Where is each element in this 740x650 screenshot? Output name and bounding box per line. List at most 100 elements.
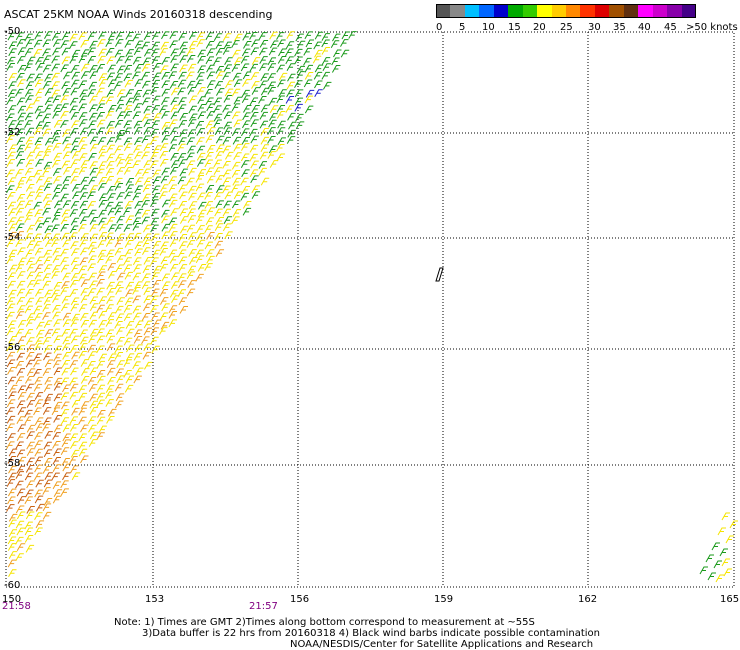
wind-barb bbox=[186, 240, 196, 248]
wind-barb bbox=[233, 96, 242, 105]
wind-barb bbox=[51, 136, 61, 144]
wind-barb bbox=[26, 271, 35, 280]
wind-barb bbox=[70, 449, 80, 458]
wind-barb bbox=[33, 144, 42, 152]
wind-barb bbox=[169, 127, 179, 136]
wind-barb bbox=[108, 408, 117, 417]
wind-barb bbox=[250, 175, 259, 184]
wind-barb bbox=[53, 335, 62, 344]
wind-barb bbox=[98, 193, 108, 202]
wind-barb bbox=[16, 433, 26, 441]
wind-barb bbox=[89, 95, 98, 104]
wind-barb bbox=[34, 464, 43, 473]
wind-barb bbox=[88, 112, 98, 121]
wind-barb bbox=[213, 33, 223, 41]
wind-barb bbox=[187, 87, 197, 95]
wind-barb bbox=[114, 177, 123, 186]
wind-barb bbox=[80, 359, 90, 367]
wind-barb bbox=[105, 201, 114, 210]
wind-barb bbox=[161, 231, 170, 240]
wind-barb bbox=[42, 55, 52, 64]
wind-barb bbox=[160, 175, 170, 184]
wind-barb bbox=[214, 240, 223, 249]
wind-barb bbox=[44, 145, 53, 154]
wind-barb bbox=[178, 137, 187, 146]
wind-barb bbox=[42, 337, 52, 345]
wind-barb bbox=[242, 71, 252, 80]
wind-barb bbox=[161, 303, 170, 312]
wind-barb bbox=[43, 417, 52, 426]
wind-barb bbox=[222, 72, 231, 81]
wind-barb bbox=[96, 399, 105, 408]
wind-barb bbox=[151, 272, 160, 281]
wind-barb bbox=[729, 520, 738, 529]
wind-barb bbox=[123, 127, 132, 136]
wind-barb bbox=[177, 143, 186, 152]
wind-barb bbox=[43, 296, 53, 305]
wind-barb bbox=[69, 232, 78, 241]
wind-barb bbox=[89, 328, 99, 337]
wind-barb bbox=[53, 448, 62, 457]
colorbar-swatch bbox=[681, 4, 697, 18]
wind-barb bbox=[25, 127, 35, 136]
wind-barb bbox=[178, 159, 187, 168]
wind-barb bbox=[61, 295, 71, 304]
wind-barb bbox=[114, 224, 124, 232]
wind-barb bbox=[70, 87, 79, 96]
wind-barb bbox=[25, 208, 35, 217]
wind-barb bbox=[81, 368, 90, 376]
wind-barb bbox=[116, 327, 125, 335]
wind-barb bbox=[78, 167, 88, 175]
wind-barb bbox=[87, 128, 96, 137]
wind-barb bbox=[71, 137, 81, 146]
wind-barb bbox=[89, 40, 98, 49]
wind-barb bbox=[177, 153, 187, 161]
wind-barb bbox=[62, 176, 71, 185]
wind-barb bbox=[43, 384, 53, 393]
wind-barb bbox=[125, 353, 135, 362]
wind-barb bbox=[62, 200, 72, 209]
wind-barb bbox=[170, 208, 179, 217]
wind-barb bbox=[78, 416, 87, 425]
wind-barb bbox=[321, 57, 331, 65]
wind-barb bbox=[60, 193, 69, 202]
wind-barb bbox=[53, 120, 63, 128]
wind-barb bbox=[88, 120, 97, 129]
wind-barb bbox=[42, 407, 52, 415]
wind-barb bbox=[179, 305, 189, 314]
wind-barb bbox=[8, 208, 17, 217]
wind-barb bbox=[62, 272, 71, 281]
wind-barb bbox=[98, 73, 108, 82]
wind-barb bbox=[251, 191, 261, 200]
wind-barb bbox=[231, 64, 240, 72]
wind-barb bbox=[133, 103, 142, 112]
wind-barb bbox=[188, 249, 197, 257]
wind-barb bbox=[223, 200, 232, 209]
wind-barb bbox=[70, 159, 80, 168]
wind-barb bbox=[205, 249, 215, 257]
wind-barb bbox=[106, 249, 115, 258]
wind-barb bbox=[70, 257, 80, 266]
wind-barb bbox=[251, 185, 260, 194]
wind-barb bbox=[152, 145, 162, 154]
wind-barb bbox=[89, 400, 98, 409]
wind-barb bbox=[25, 95, 34, 104]
lon-label: 150 bbox=[2, 594, 22, 605]
wind-barb bbox=[214, 127, 224, 136]
wind-barb bbox=[223, 127, 232, 136]
wind-barb bbox=[89, 367, 98, 376]
wind-barb bbox=[24, 48, 34, 56]
wind-barb bbox=[124, 239, 134, 248]
wind-barb bbox=[152, 319, 162, 328]
wind-barb bbox=[170, 48, 179, 57]
wind-barb bbox=[61, 329, 70, 337]
wind-barb bbox=[213, 57, 222, 66]
wind-barb bbox=[25, 489, 34, 498]
wind-barb bbox=[150, 199, 159, 207]
wind-barb bbox=[53, 184, 62, 193]
wind-barb bbox=[159, 297, 169, 305]
wind-barb bbox=[79, 247, 89, 256]
wind-barb bbox=[9, 384, 18, 393]
wind-barb bbox=[133, 312, 142, 321]
wind-barb bbox=[79, 216, 89, 225]
